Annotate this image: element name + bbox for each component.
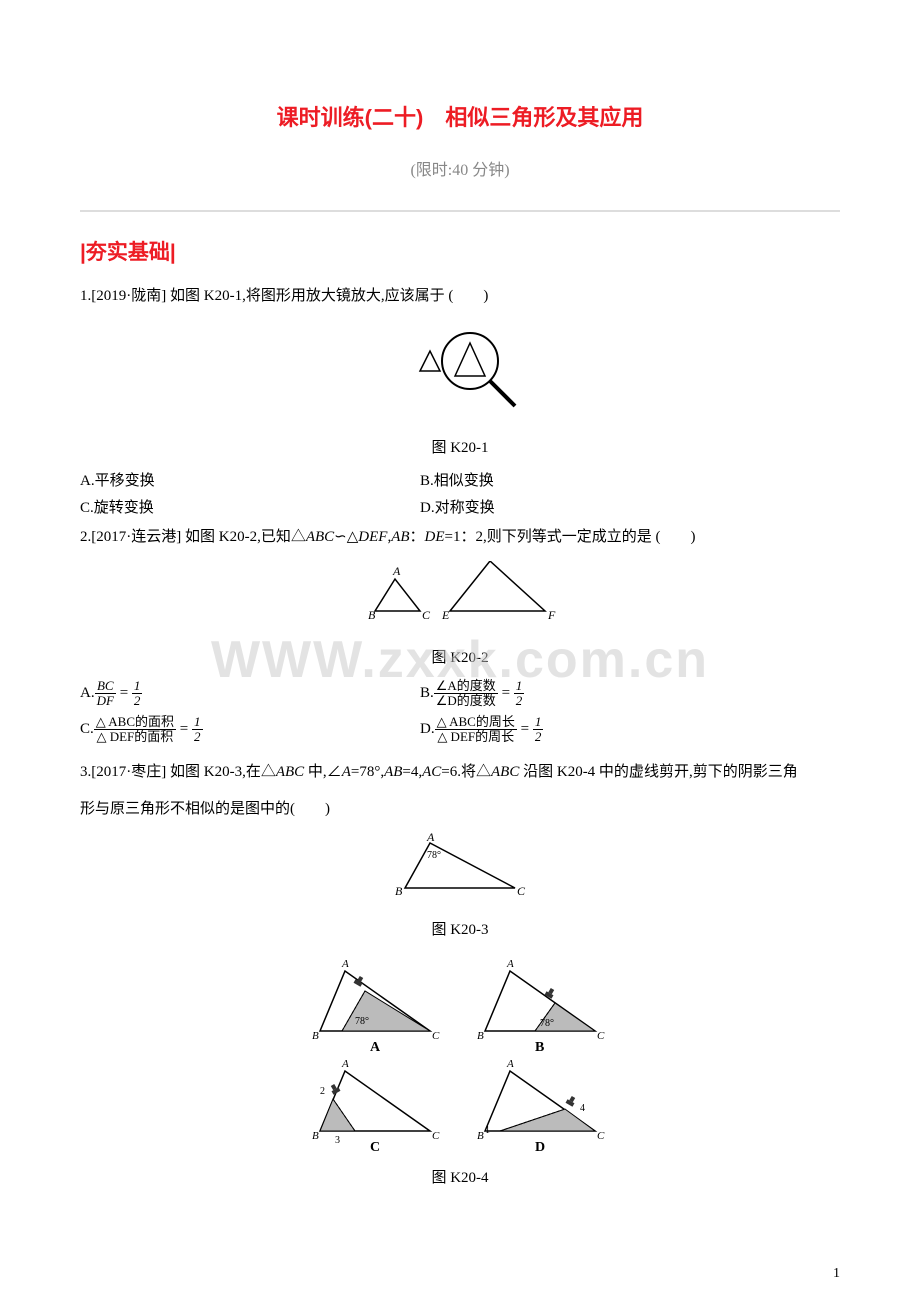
- figure-k20-1-caption: 图 K20-1: [80, 436, 840, 457]
- q1-options-row1: A.平移变换 B.相似变换: [80, 469, 840, 490]
- q2-optc-prefix: C.: [80, 721, 94, 737]
- svg-text:B: B: [395, 884, 403, 898]
- q3-ab: AB: [384, 764, 402, 780]
- q2-options-row2: C.△ ABC的面积△ DEF的面积 = 12 D.△ ABC的周长△ DEF的…: [80, 715, 840, 745]
- figure-k20-1: [80, 321, 840, 426]
- q2-optb-prefix: B.: [420, 685, 434, 701]
- q2-opta-prefix: A.: [80, 685, 95, 701]
- q3-abc2: ABC: [491, 764, 519, 780]
- svg-text:A: A: [426, 833, 435, 844]
- figure-k20-2-caption: 图 K20-2: [80, 646, 840, 667]
- q1-options-row2: C.旋转变换 D.对称变换: [80, 496, 840, 517]
- q2-p3: ：: [410, 529, 425, 545]
- q2-paren: ( ): [656, 529, 696, 545]
- svg-text:A: A: [370, 1040, 381, 1055]
- q2-optd-prefix: D.: [420, 721, 435, 737]
- svg-text:B: B: [535, 1040, 544, 1055]
- page-number: 1: [833, 1266, 840, 1282]
- q2-p1: 2.[2017·连云港] 如图 K20-2,已知△: [80, 529, 306, 545]
- q1-opt-d: D.对称变换: [420, 496, 840, 517]
- svg-text:B: B: [368, 608, 376, 622]
- q3-p6: 沿图 K20-4 中的虚线剪开,剪下的阴影三角: [519, 764, 797, 780]
- svg-text:C: C: [597, 1030, 605, 1042]
- svg-text:78°: 78°: [355, 1016, 369, 1027]
- q1-text: 1.[2019·陇南] 如图 K20-1,将图形用放大镜放大,应该属于: [80, 288, 445, 304]
- page-title: 课时训练(二十) 相似三角形及其应用: [80, 100, 840, 132]
- svg-text:1: 1: [485, 1125, 490, 1136]
- svg-text:E: E: [441, 608, 450, 622]
- divider: [80, 210, 840, 212]
- svg-text:C: C: [517, 884, 526, 898]
- question-3-line1: 3.[2017·枣庄] 如图 K20-3,在△ABC 中,∠A=78°,AB=4…: [80, 758, 840, 787]
- section-header: |夯实基础|: [80, 236, 840, 266]
- svg-text:B: B: [477, 1030, 484, 1042]
- q1-opt-b: B.相似变换: [420, 469, 840, 490]
- figure-k20-4-caption: 图 K20-4: [80, 1166, 840, 1187]
- svg-text:C: C: [432, 1130, 440, 1142]
- q2-abc: ABC: [306, 529, 334, 545]
- q2-def: DEF: [358, 529, 387, 545]
- q1-paren: ( ): [448, 288, 488, 304]
- q2-ab: AB: [391, 529, 409, 545]
- svg-text:A: A: [506, 958, 514, 970]
- svg-text:D: D: [535, 1140, 545, 1151]
- q2-de: DE: [425, 529, 445, 545]
- question-1: 1.[2019·陇南] 如图 K20-1,将图形用放大镜放大,应该属于 ( ): [80, 282, 840, 311]
- svg-text:F: F: [547, 608, 556, 622]
- svg-text:C: C: [370, 1140, 380, 1151]
- svg-text:78°: 78°: [540, 1018, 554, 1029]
- figure-k20-3: A B C 78°: [80, 833, 840, 908]
- svg-text:A: A: [506, 1058, 514, 1070]
- svg-text:A: A: [341, 958, 349, 970]
- figure-k20-4: A B C 78° A A B C 78° B A B C 2: [80, 951, 840, 1156]
- q3-p5: =6.将△: [441, 764, 491, 780]
- svg-text:B: B: [312, 1030, 319, 1042]
- time-limit: (限时:40 分钟): [80, 156, 840, 180]
- q2-options-row1: A.BCDF = 12 B.∠A的度数∠D的度数 = 12: [80, 679, 840, 709]
- q1-opt-a: A.平移变换: [80, 469, 420, 490]
- question-3-line2: 形与原三角形不相似的是图中的( ): [80, 795, 840, 824]
- q2-opt-a: A.BCDF = 12: [80, 679, 420, 709]
- q3-a: A: [342, 764, 351, 780]
- svg-text:4: 4: [580, 1103, 585, 1114]
- q2-p2: ∽△: [334, 529, 358, 545]
- figure-k20-3-caption: 图 K20-3: [80, 918, 840, 939]
- q3-p4: =4,: [402, 764, 422, 780]
- q3-p3: =78°,: [351, 764, 384, 780]
- svg-text:2: 2: [320, 1086, 325, 1097]
- svg-text:B: B: [312, 1130, 319, 1142]
- q3-p2: 中,∠: [304, 764, 342, 780]
- svg-text:3: 3: [335, 1135, 340, 1146]
- svg-text:B: B: [477, 1130, 484, 1142]
- question-2: 2.[2017·连云港] 如图 K20-2,已知△ABC∽△DEF,AB：DE=…: [80, 523, 840, 552]
- q2-opt-c: C.△ ABC的面积△ DEF的面积 = 12: [80, 715, 420, 745]
- svg-text:D: D: [487, 561, 497, 562]
- q1-opt-c: C.旋转变换: [80, 496, 420, 517]
- q2-p4: =1：2,则下列等式一定成立的是: [445, 529, 652, 545]
- q2-opt-d: D.△ ABC的周长△ DEF的周长 = 12: [420, 715, 840, 745]
- svg-text:78°: 78°: [427, 850, 441, 861]
- svg-text:C: C: [597, 1130, 605, 1142]
- figure-k20-2: A B C D E F: [80, 561, 840, 636]
- q3-abc1: ABC: [276, 764, 304, 780]
- svg-text:A: A: [341, 1058, 349, 1070]
- svg-text:C: C: [422, 608, 431, 622]
- q2-opt-b: B.∠A的度数∠D的度数 = 12: [420, 679, 840, 709]
- svg-text:A: A: [392, 564, 401, 578]
- q3-p1: 3.[2017·枣庄] 如图 K20-3,在△: [80, 764, 276, 780]
- svg-text:C: C: [432, 1030, 440, 1042]
- q3-ac: AC: [422, 764, 441, 780]
